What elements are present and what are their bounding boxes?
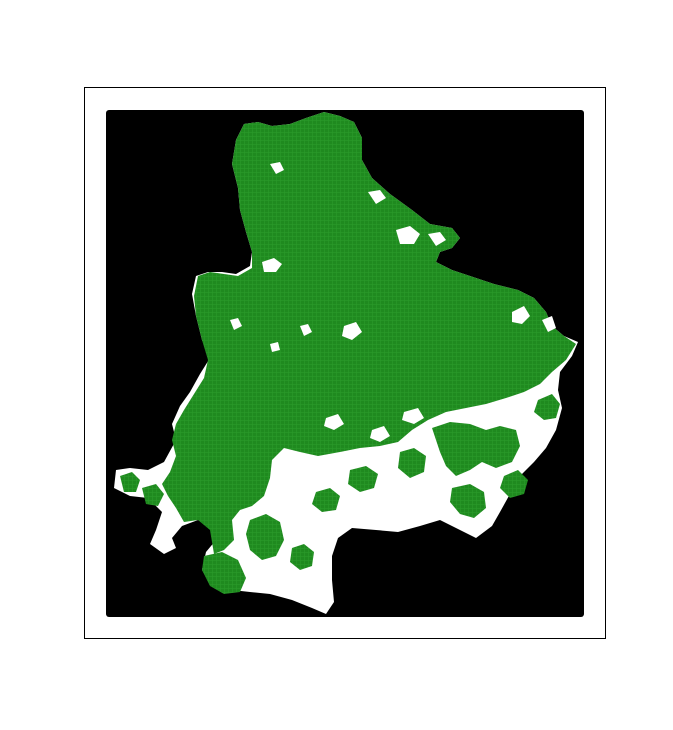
cover-gaps xyxy=(230,162,556,442)
green-cover xyxy=(162,112,576,554)
green-cover-patches xyxy=(120,394,560,594)
